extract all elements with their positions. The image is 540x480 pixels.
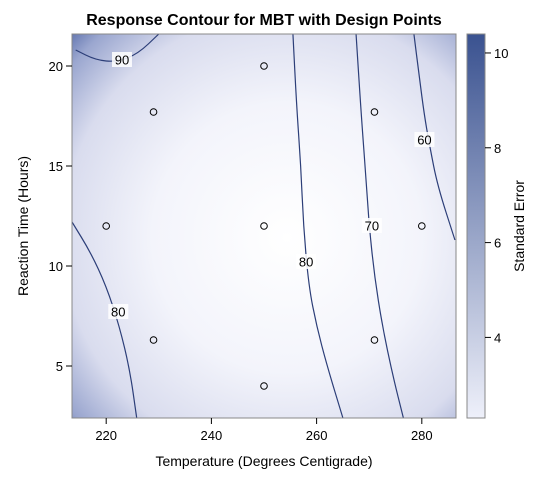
- contour-line-60-4: [413, 34, 456, 241]
- contour-label-bg-0: [111, 52, 132, 67]
- colorbar-tick-label: 10: [494, 46, 508, 61]
- design-point: [370, 108, 379, 116]
- x-axis-label: Temperature (Degrees Centigrade): [155, 453, 372, 469]
- design-point: [260, 222, 268, 230]
- colorbar-tick-label: 8: [494, 141, 501, 156]
- contour-label-60: 60: [417, 133, 431, 148]
- colorbar: [466, 33, 486, 419]
- contour-line-70-3: [355, 34, 404, 418]
- x-axis: 220 240 260 280: [95, 418, 433, 443]
- x-tick-label: 280: [411, 428, 433, 443]
- y-tick-label: 5: [56, 359, 63, 374]
- design-point: [370, 336, 379, 344]
- y-tick-label: 15: [49, 159, 63, 174]
- contour-label-bg-2: [296, 254, 317, 269]
- contour-layer: 90 80 80 70 60: [72, 34, 456, 418]
- x-tick-label: 240: [201, 428, 223, 443]
- colorbar-tick-label: 6: [494, 236, 501, 251]
- design-point: [102, 222, 110, 230]
- contour-label-bg-4: [414, 132, 435, 147]
- x-tick-label: 220: [95, 428, 117, 443]
- design-points: [102, 62, 426, 390]
- design-point: [260, 382, 268, 390]
- chart-title: Response Contour for MBT with Design Poi…: [86, 12, 442, 29]
- contour-label-90: 90: [115, 53, 129, 68]
- design-point: [149, 108, 158, 116]
- design-point: [260, 62, 268, 70]
- colorbar-tick-label: 4: [494, 330, 501, 345]
- contour-label-80: 80: [111, 305, 125, 320]
- design-point: [149, 336, 158, 344]
- contour-label-bg-3: [361, 218, 382, 233]
- y-axis: 5 10 15 20: [49, 59, 72, 374]
- contour-label-70: 70: [365, 219, 379, 234]
- design-point: [418, 222, 426, 230]
- contour-label-80: 80: [299, 255, 313, 270]
- contour-label-bg-1: [108, 304, 129, 319]
- plot-background: [72, 34, 456, 418]
- y-tick-label: 20: [49, 59, 63, 74]
- y-axis-label: Reaction Time (Hours): [15, 156, 31, 296]
- plot-frame: [71, 33, 457, 419]
- colorbar-label: Standard Error: [511, 180, 527, 272]
- x-tick-label: 260: [306, 428, 328, 443]
- colorbar-ticks: 4 6 8 10: [485, 46, 508, 345]
- y-tick-label: 10: [49, 259, 63, 274]
